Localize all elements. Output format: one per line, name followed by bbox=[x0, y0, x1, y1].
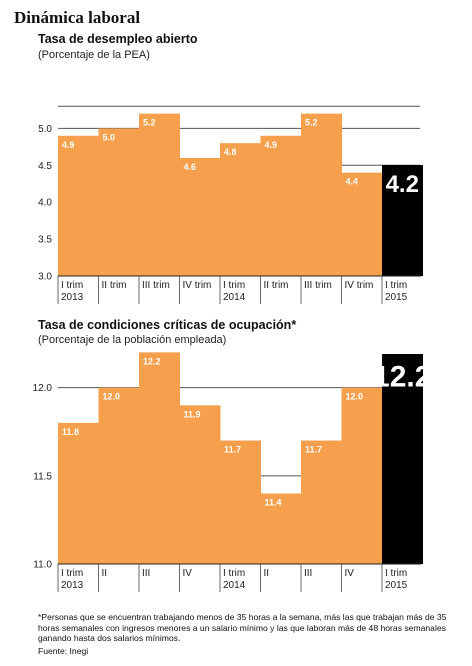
y-tick-label: 11.5 bbox=[33, 471, 52, 482]
bar-value-label: 4.4 bbox=[346, 177, 359, 187]
x-tick-label: I trim bbox=[385, 280, 407, 291]
x-tick-label-year: 2015 bbox=[385, 292, 408, 303]
page-title: Dinámica laboral bbox=[14, 8, 141, 27]
bar-9 bbox=[382, 354, 423, 564]
y-tick-label: 4.0 bbox=[38, 198, 52, 209]
bar-8 bbox=[341, 172, 383, 276]
x-tick-label-year: 2014 bbox=[223, 580, 246, 591]
bar-6 bbox=[260, 493, 302, 564]
x-tick-label: IV trim bbox=[345, 280, 374, 291]
bar-7 bbox=[301, 113, 342, 276]
x-tick-label: I trim bbox=[223, 280, 245, 291]
x-tick-label: III trim bbox=[304, 280, 332, 291]
critical-occupation-chart: 11.8 12.0 12.2 11.9 11.7 11.4 11.7 12.0 12.2 11.0… bbox=[32, 352, 431, 592]
x-tick-label: I trim bbox=[385, 568, 407, 579]
x-tick-label-year: 2013 bbox=[61, 580, 84, 591]
y-tick-label: 3.0 bbox=[38, 272, 52, 283]
bar-5 bbox=[220, 143, 261, 276]
y-tick-label: 4.5 bbox=[38, 161, 52, 172]
x-tick-label: III trim bbox=[142, 280, 170, 291]
bar-2 bbox=[98, 128, 140, 276]
bar-value-label: 5.0 bbox=[103, 132, 116, 142]
bar-value-label: 5.2 bbox=[305, 118, 318, 128]
x-tick-label: I trim bbox=[223, 568, 245, 579]
x-tick-label: IV bbox=[183, 568, 193, 579]
x-tick-label: I trim bbox=[61, 568, 83, 579]
bar-8 bbox=[341, 387, 383, 564]
bar-2 bbox=[98, 387, 140, 564]
x-tick-label: II bbox=[102, 568, 108, 579]
bar-value-label: 4.9 bbox=[265, 140, 278, 150]
x-tick-label: II trim bbox=[102, 280, 127, 291]
bar-value-label: 12.0 bbox=[346, 392, 364, 402]
unemployment-chart: 4.9 5.0 5.2 4.6 4.8 4.9 5.2 4.4 4.2 3.0 3.5 4.0 4.5 5… bbox=[38, 105, 423, 304]
x-tick-label: IV bbox=[345, 568, 355, 579]
x-tick-label: III bbox=[304, 568, 312, 579]
x-tick-label-year: 2015 bbox=[385, 580, 408, 591]
chart2-title: Tasa de condiciones críticas de ocupació… bbox=[38, 318, 297, 332]
chart1-subtitle: (Porcentaje de la PEA) bbox=[38, 49, 150, 61]
bar-value-label: 12.0 bbox=[103, 392, 121, 402]
x-tick-label: II bbox=[264, 568, 270, 579]
chart2-subtitle: (Porcentaje de la población empleada) bbox=[38, 334, 227, 346]
y-tick-label: 5.0 bbox=[38, 124, 52, 135]
bar-6 bbox=[260, 135, 302, 276]
chart1-title: Tasa de desempleo abierto bbox=[38, 32, 198, 46]
bar-value-label: 11.7 bbox=[224, 445, 241, 455]
y-tick-label: 12.0 bbox=[33, 383, 53, 394]
bar-3 bbox=[139, 113, 180, 276]
bar-4 bbox=[179, 157, 221, 276]
bar-9 bbox=[382, 165, 423, 276]
bar-value-label: 5.2 bbox=[143, 118, 156, 128]
bar-3 bbox=[139, 352, 180, 564]
bar-value-label: 4.6 bbox=[184, 162, 197, 172]
y-tick-label: 11.0 bbox=[33, 560, 52, 571]
footnote: *Personas que se encuentran trabajando m… bbox=[38, 612, 447, 644]
bar-5 bbox=[220, 440, 261, 564]
bar-value-label: 12.2 bbox=[143, 356, 161, 366]
source-note: Fuente: Inegi bbox=[38, 646, 89, 656]
bar-value-label: 11.9 bbox=[184, 409, 201, 419]
x-tick-label: II trim bbox=[264, 280, 289, 291]
x-tick-label-year: 2014 bbox=[223, 292, 246, 303]
bar-7 bbox=[301, 440, 342, 564]
bar-value-label: 11.8 bbox=[62, 427, 79, 437]
highlight-value-label: 12.2 bbox=[373, 361, 431, 394]
x-tick-label: III bbox=[142, 568, 150, 579]
bar-value-label: 4.8 bbox=[224, 147, 237, 157]
highlight-value-label: 4.2 bbox=[386, 171, 419, 198]
bar-value-label: 11.4 bbox=[265, 497, 282, 507]
bar-4 bbox=[179, 405, 221, 564]
y-tick-label: 3.5 bbox=[38, 235, 52, 246]
bar-value-label: 11.7 bbox=[305, 445, 322, 455]
x-tick-label: IV trim bbox=[183, 280, 212, 291]
x-tick-label-year: 2013 bbox=[61, 292, 84, 303]
bar-1 bbox=[58, 422, 99, 564]
bar-value-label: 4.9 bbox=[62, 140, 75, 150]
x-tick-label: I trim bbox=[61, 280, 83, 291]
bar-1 bbox=[58, 135, 99, 276]
